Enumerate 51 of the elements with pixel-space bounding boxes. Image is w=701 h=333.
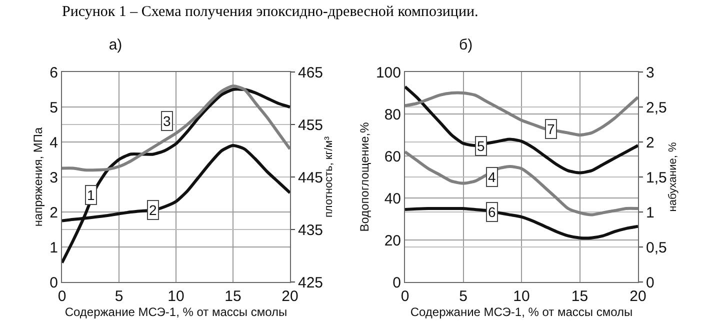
y-tick-label: 5 (50, 99, 58, 116)
x-tick-label: 5 (114, 288, 124, 305)
y-tick-label: 2 (50, 204, 58, 222)
y2-tick-label: 2,5 (646, 99, 667, 116)
annotation: 7 (547, 121, 555, 137)
y-tick-label: 40 (384, 190, 401, 208)
annotation: 5 (477, 138, 485, 154)
y-axis-title: напряжения, МПа (30, 127, 45, 227)
x-axis-title: Содержание МСЭ-1, % от массы смолы (410, 305, 633, 319)
y2-tick-label: 425 (298, 274, 324, 292)
y2-tick-label: 1,5 (646, 169, 667, 186)
line-series (405, 150, 638, 216)
y-tick-label: 20 (384, 232, 401, 250)
y2-axis-title: плотность, кг/м³ (323, 136, 336, 218)
x-axis-title: Содержание МСЭ-1, % от массы смолы (64, 305, 288, 319)
annotation: 1 (87, 187, 95, 203)
x-tick-label: 15 (224, 288, 242, 305)
y2-tick-label: 445 (298, 169, 324, 186)
y2-tick-label: 1 (646, 204, 654, 222)
y-tick-label: 0 (50, 274, 58, 292)
annotation: 3 (163, 113, 171, 129)
y-tick-label: 80 (384, 106, 401, 124)
y-axis-title: Водопоглощение,% (357, 122, 372, 232)
x-tick-label: 10 (168, 288, 184, 305)
y2-tick-label: 0 (646, 274, 654, 292)
y-tick-label: 100 (376, 64, 401, 82)
line-series (62, 84, 290, 172)
line-series (62, 88, 290, 264)
y2-tick-label: 435 (298, 222, 324, 239)
chart-title: б) (459, 36, 473, 54)
x-tick-label: 20 (630, 288, 646, 305)
y2-tick-label: 0,5 (646, 239, 667, 256)
y2-tick-label: 3 (646, 64, 654, 82)
x-tick-label: 5 (459, 288, 468, 305)
annotation: 4 (488, 169, 496, 185)
x-tick-label: 10 (513, 288, 530, 305)
x-tick-label: 20 (282, 288, 298, 305)
y-tick-label: 0 (392, 274, 401, 292)
chart-subtitle: а) (108, 36, 122, 54)
chart-title: Рисунок 1 – Схема получения эпоксидно-древесной композиции. (62, 4, 478, 21)
y-tick-label: 1 (50, 239, 58, 256)
y-tick-label: 6 (50, 64, 58, 82)
y-tick-label: 4 (50, 134, 58, 152)
y-tick-label: 3 (50, 169, 58, 186)
y-tick-label: 60 (384, 148, 401, 166)
y2-tick-label: 465 (298, 64, 324, 82)
y2-tick-label: 455 (298, 116, 324, 134)
annotation: 6 (488, 204, 496, 220)
y2-axis-title: набухание, % (667, 142, 680, 212)
y2-tick-label: 2 (646, 134, 654, 152)
x-tick-label: 15 (571, 288, 588, 305)
